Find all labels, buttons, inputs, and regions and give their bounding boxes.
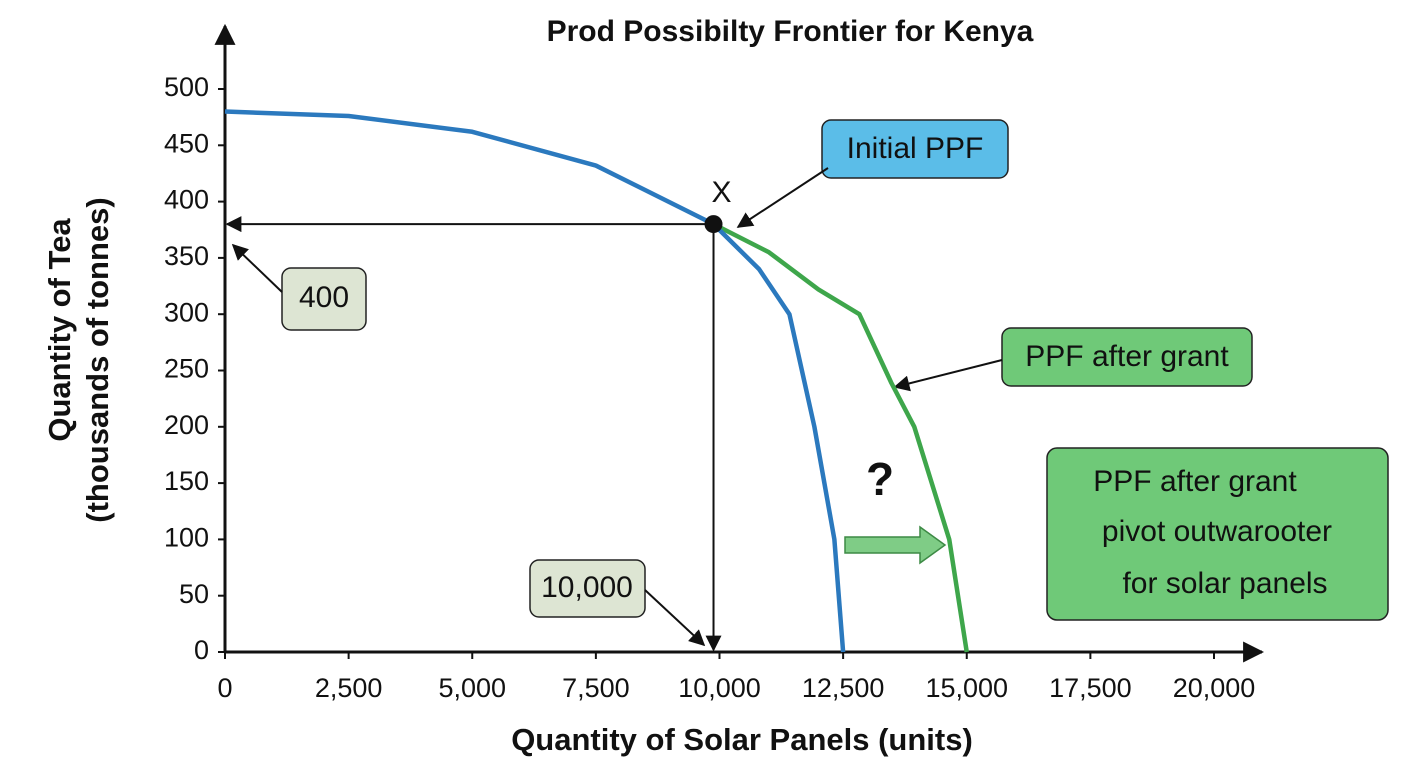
x-axis-label: Quantity of Solar Panels (units) (511, 722, 973, 757)
annotation: 10,000 (541, 571, 633, 604)
x-tick-label: 12,500 (802, 673, 885, 703)
y-tick-label: 250 (164, 354, 209, 384)
callout-text: Initial PPF (847, 132, 984, 165)
annotation: 400 (299, 281, 349, 314)
x-tick-label: 20,000 (1173, 673, 1256, 703)
x-tick-label: 0 (217, 673, 232, 703)
note-text: PPF after grant (1093, 465, 1297, 498)
y-tick-label: 400 (164, 185, 209, 215)
y-tick-label: 0 (194, 635, 209, 665)
y-tick-label: 500 (164, 72, 209, 102)
point-label: X (712, 176, 732, 209)
callout-box (1001, 327, 1253, 387)
x-tick-label: 10,000 (678, 673, 761, 703)
y-axis-label: Quantity of Tea (42, 218, 77, 442)
note-box (1046, 447, 1389, 621)
callout-text: PPF after grant (1025, 340, 1229, 373)
y-tick-label: 100 (164, 523, 209, 553)
callout-box (821, 119, 1009, 179)
callout-box (281, 267, 367, 331)
y-tick-label: 350 (164, 241, 209, 271)
y-tick-label: 150 (164, 466, 209, 496)
shift-arrow (844, 525, 947, 565)
note-text: for solar panels (1122, 567, 1327, 600)
y-tick-label: 50 (179, 579, 209, 609)
callout-arrow (893, 359, 1003, 392)
ppf-curve (224, 109, 846, 653)
y-tick-label: 200 (164, 410, 209, 440)
x-tick-label: 2,500 (315, 673, 383, 703)
callout-box (529, 559, 646, 618)
y-tick-label: 450 (164, 128, 209, 158)
point-marker (704, 215, 723, 234)
callout-arrow (736, 167, 829, 228)
x-tick-label: 15,000 (925, 673, 1008, 703)
x-tick-label: 17,500 (1049, 673, 1132, 703)
x-tick-label: 5,000 (438, 673, 506, 703)
y-axis-label: (thousands of tonnes) (80, 197, 115, 522)
y-tick-label: 300 (164, 297, 209, 327)
callout-arrow (644, 589, 706, 647)
ppf-curve (712, 222, 969, 653)
chart-title: Prod Possibilty Frontier for Kenya (547, 15, 1034, 48)
annotation: ? (866, 453, 894, 505)
note-text: pivot outwarooter (1102, 515, 1332, 548)
callout-arrow (231, 243, 283, 293)
x-tick-label: 7,500 (562, 673, 630, 703)
